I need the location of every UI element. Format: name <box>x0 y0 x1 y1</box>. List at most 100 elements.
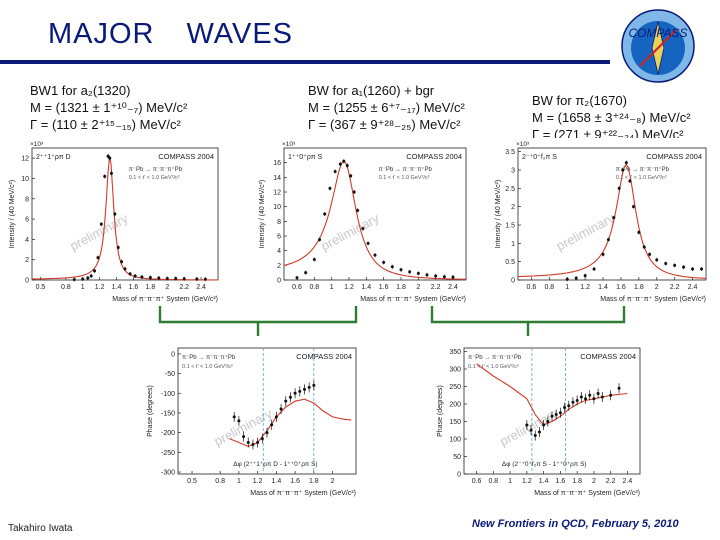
y-tick-label: 50 <box>453 454 461 461</box>
y-tick-label: 16 <box>273 160 281 167</box>
data-point <box>529 428 533 432</box>
tcut-label: 0.1 < t' < 1.0 GeV²/c² <box>182 364 233 370</box>
watermark-label: preliminary <box>554 210 618 253</box>
fit-a1-mass: M = (1255 ± 6⁺⁷₋₁₇) MeV/c² <box>308 100 465 115</box>
data-point <box>606 238 610 242</box>
data-point <box>96 256 100 260</box>
data-point <box>274 415 278 419</box>
data-point <box>642 245 646 249</box>
data-point <box>691 267 695 271</box>
y-tick-label: 2 <box>511 204 515 211</box>
y-exponent-label: ×10³ <box>282 141 296 148</box>
conference-footer: New Frontiers in QCD, February 5, 2010 <box>472 518 679 530</box>
data-point <box>361 227 365 231</box>
data-point <box>542 423 546 427</box>
data-point <box>323 212 327 216</box>
y-tick-label: 4 <box>25 237 29 244</box>
x-tick-label: 1.2 <box>580 284 590 291</box>
y-tick-label: -300 <box>161 470 175 477</box>
data-point <box>682 265 686 269</box>
watermark-label: preliminary <box>67 210 131 253</box>
x-tick-label: 2.2 <box>670 284 680 291</box>
data-point <box>664 262 668 265</box>
x-tick-label: 1.6 <box>556 478 566 485</box>
data-point <box>333 169 337 173</box>
data-point <box>157 276 161 280</box>
x-axis-label: Mass of π⁻π⁻π⁺ System (GeV/c²) <box>360 296 466 303</box>
fit-a2-title: BW1 for a₂(1320) <box>30 83 131 98</box>
experiment-label: COMPASS 2004 <box>646 152 702 161</box>
data-point <box>352 190 356 194</box>
plot-frame <box>517 147 707 281</box>
fit-a1-title: BW for a₁(1260) + bgr <box>308 83 435 98</box>
x-tick-label: 1.8 <box>572 478 582 485</box>
title-underline <box>0 60 610 64</box>
compass-logo: COMPASS <box>620 8 696 84</box>
y-tick-label: 150 <box>449 419 461 426</box>
reaction-label: π⁻Pb → π⁻π⁻π⁺Pb <box>182 354 236 361</box>
y-tick-label: 6 <box>25 217 29 224</box>
data-point <box>537 430 541 434</box>
data-point <box>583 274 587 278</box>
data-point <box>260 437 264 441</box>
x-tick-label: 1 <box>81 284 85 291</box>
data-point <box>265 431 269 435</box>
data-point <box>123 267 127 271</box>
x-tick-label: 2.4 <box>196 284 206 291</box>
data-point <box>554 413 558 416</box>
y-tick-label: 12 <box>21 156 29 163</box>
data-point <box>284 399 288 403</box>
y-tick-label: -50 <box>165 371 175 378</box>
y-tick-label: 0.5 <box>505 259 515 266</box>
data-point <box>182 277 186 281</box>
x-tick-label: 1 <box>508 478 512 485</box>
chart-phase-pi2-svg: preliminary 0.6 0.8 1 1.2 1.4 1.6 1.8 2 2.2 2.4 0 50… <box>437 347 641 497</box>
y-tick-label: 8 <box>25 196 29 203</box>
title-waves: WAVES <box>186 18 294 50</box>
data-point <box>356 208 360 212</box>
data-point <box>106 154 110 158</box>
y-axis-label: Phase (degrees) <box>437 385 444 437</box>
chart-phase-a2-a1: preliminary 0.5 0.8 1 1.2 1.4 1.6 1.8 2 0 -50 -100 -… <box>144 338 360 498</box>
data-point <box>295 276 299 280</box>
fit-box-pi2: BW for π₂(1670) M = (1658 ± 3⁺²⁴₋₈) MeV/… <box>532 92 692 143</box>
y-tick-label: 100 <box>449 437 461 444</box>
data-point <box>565 277 569 281</box>
x-tick-label: 1.8 <box>634 284 644 291</box>
chart-a2-svg: preliminary 0.5 0.8 1 1.2 1.4 1.6 1.8 2 2.2 2.4 0 2 4… <box>9 141 219 303</box>
phase-label: Δφ (2⁻⁺0⁺f₂π S - 1⁺⁺0⁺ρπ S) <box>502 461 587 468</box>
reaction-label: π⁻Pb → π⁻π⁻π⁺Pb <box>468 354 522 361</box>
data-point <box>574 276 578 280</box>
data-point <box>72 277 76 281</box>
reaction-label: π⁻Pb → π⁻π⁻π⁺Pb <box>616 166 670 173</box>
plot-frame <box>283 147 467 281</box>
data-point <box>617 186 621 190</box>
data-point <box>567 404 571 408</box>
data-point <box>592 397 596 401</box>
data-point <box>109 171 113 175</box>
x-tick-label: 1.8 <box>145 284 155 291</box>
x-tick-label: 0.5 <box>187 478 197 485</box>
x-tick-label: 1.6 <box>129 284 139 291</box>
y-tick-label: -200 <box>161 430 175 437</box>
y-tick-label: 300 <box>449 367 461 374</box>
data-point <box>307 385 311 389</box>
data-point <box>399 268 403 272</box>
fit-box-a2: BW1 for a₂(1320) M = (1321 ± 1⁺¹⁰₋₇) MeV… <box>30 82 187 133</box>
y-exponent-label: ×10³ <box>30 141 44 148</box>
data-point <box>86 276 90 280</box>
data-point <box>318 238 322 242</box>
data-point <box>242 435 246 439</box>
fit-pi2-title: BW for π₂(1670) <box>532 93 627 108</box>
chart-a2-intensity: preliminary 0.5 0.8 1 1.2 1.4 1.6 1.8 2 2.2 2.4 0 2 4… <box>6 138 222 304</box>
logo-text: COMPASS <box>628 26 687 40</box>
data-point <box>673 263 677 267</box>
data-point <box>546 420 550 423</box>
x-tick-label: 2.4 <box>688 284 698 291</box>
x-tick-label: 0.8 <box>488 478 498 485</box>
author-name: Takahiro Iwata <box>8 523 73 534</box>
data-point <box>637 230 641 234</box>
data-point <box>631 205 635 209</box>
y-exponent-label: ×10³ <box>516 141 530 148</box>
